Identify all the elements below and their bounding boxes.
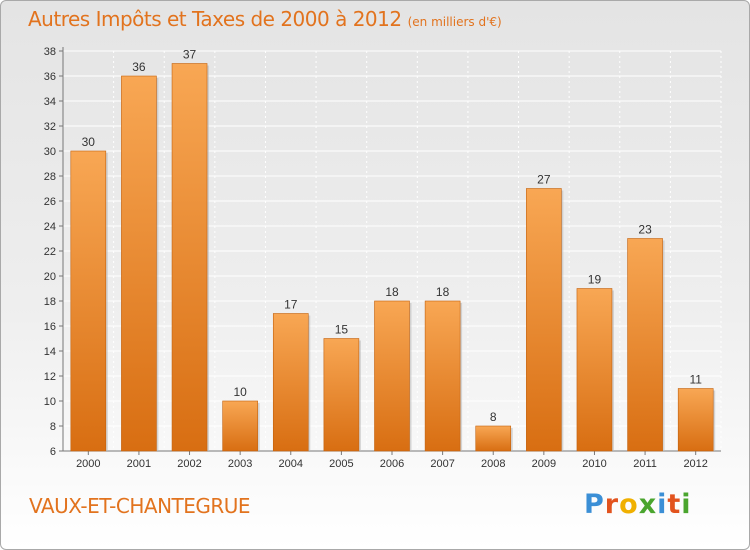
x-tick-label: 2000 <box>76 458 100 470</box>
bar <box>475 425 512 452</box>
bar-value-label: 37 <box>183 48 197 62</box>
y-tick-label: 30 <box>44 146 56 158</box>
bar-value-label: 36 <box>132 60 146 74</box>
x-tick-label: 2008 <box>481 458 505 470</box>
bar <box>374 300 410 452</box>
bar <box>70 150 107 452</box>
bar <box>526 188 562 452</box>
y-tick-label: 36 <box>44 71 56 83</box>
bars <box>70 63 716 452</box>
bar-value-label: 17 <box>284 298 298 312</box>
bar-value-label: 15 <box>335 323 349 337</box>
y-tick-label: 24 <box>44 221 56 233</box>
x-tick-label: 2004 <box>279 458 303 470</box>
y-tick-label: 28 <box>44 171 56 183</box>
chart-title-text: Autres Impôts et Taxes de 2000 à 2012 <box>28 7 402 31</box>
x-tick-label: 2012 <box>683 458 707 470</box>
bar <box>222 400 258 452</box>
x-tick-label: 2002 <box>177 458 201 470</box>
bar-value-label: 11 <box>689 373 702 387</box>
logo-letter: i <box>681 489 692 520</box>
proxiti-logo[interactable]: Proxiti <box>584 489 692 520</box>
bar-value-label: 23 <box>638 223 652 237</box>
bar <box>171 63 208 452</box>
bar-value-label: 18 <box>436 285 450 299</box>
bar-value-label: 27 <box>537 173 551 187</box>
y-tick-label: 38 <box>44 46 56 58</box>
logo-letter: x <box>638 489 658 520</box>
y-tick-label: 10 <box>44 396 56 408</box>
bar <box>576 288 613 452</box>
y-tick-label: 6 <box>50 446 56 458</box>
x-tick-label: 2009 <box>532 458 556 470</box>
x-tick-label: 2006 <box>380 458 404 470</box>
y-tick-label: 16 <box>44 321 56 333</box>
bar-value-label: 10 <box>233 385 247 399</box>
x-tick-label: 2011 <box>633 458 657 470</box>
bar <box>121 75 157 452</box>
bar-value-label: 18 <box>385 285 399 299</box>
bar <box>323 338 360 452</box>
x-tick-label: 2010 <box>582 458 606 470</box>
y-tick-label: 14 <box>44 346 56 358</box>
bar <box>272 313 309 452</box>
logo-letter: t <box>667 489 682 520</box>
y-tick-label: 32 <box>44 121 56 133</box>
bar <box>424 300 461 452</box>
x-tick-label: 2005 <box>329 458 353 470</box>
y-tick-label: 18 <box>44 296 56 308</box>
chart-subtitle: (en milliers d'€) <box>407 15 502 29</box>
x-tick-label: 2003 <box>228 458 252 470</box>
y-tick-label: 12 <box>44 371 56 383</box>
logo-letter: i <box>657 489 668 520</box>
x-tick-label: 2001 <box>127 458 151 470</box>
commune-name: VAUX-ET-CHANTEGRUE <box>29 494 251 518</box>
y-tick-label: 22 <box>44 246 56 258</box>
bar-value-label: 8 <box>490 410 497 424</box>
bar-value-label: 30 <box>82 135 96 149</box>
y-tick-label: 20 <box>44 271 56 283</box>
y-tick-label: 26 <box>44 196 56 208</box>
logo-letter: r <box>604 489 620 520</box>
bar <box>627 238 663 452</box>
chart-title: Autres Impôts et Taxes de 2000 à 2012 (en… <box>28 7 502 31</box>
logo-letter: o <box>619 489 639 520</box>
y-tick-label: 34 <box>44 96 56 108</box>
labels: 6 8 10 12 14 16 18 20 22 24 26 28 30 32 34 36 38 30 2000 36… <box>44 46 708 470</box>
bar-value-label: 19 <box>588 273 602 287</box>
y-tick-label: 8 <box>50 421 56 433</box>
x-tick-label: 2007 <box>430 458 454 470</box>
logo-letter: P <box>584 489 605 520</box>
bar <box>677 388 714 452</box>
